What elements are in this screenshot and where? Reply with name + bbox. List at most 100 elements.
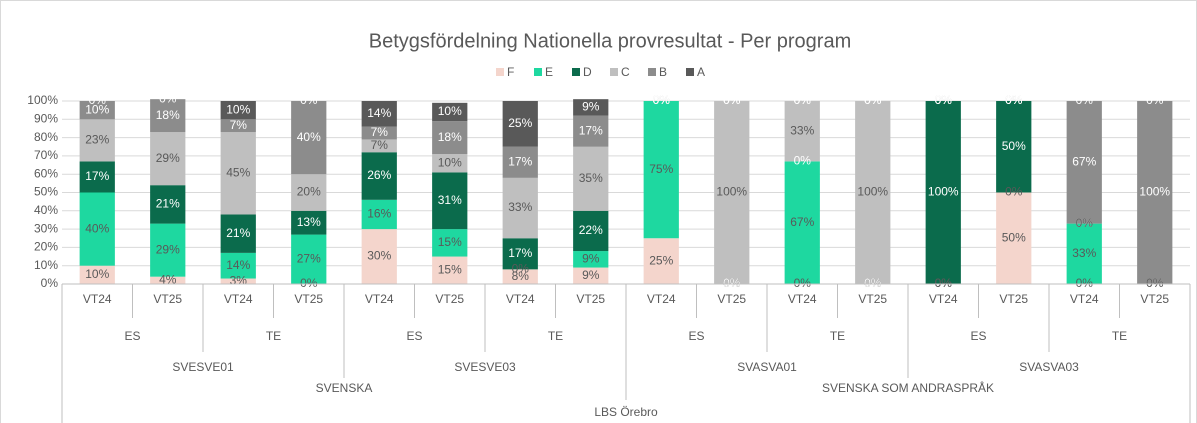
legend-label: F <box>507 65 514 79</box>
data-label: 8% <box>512 269 530 283</box>
data-label: 10% <box>85 267 109 281</box>
data-label: 0% <box>864 93 882 107</box>
bar-segment <box>432 229 468 257</box>
data-label: 0% <box>723 276 741 290</box>
bar-segment <box>502 238 538 270</box>
data-label: 0% <box>1005 93 1023 107</box>
bar-segment <box>502 146 538 178</box>
data-label: 50% <box>1002 139 1026 153</box>
category-group-label: TE <box>548 329 563 343</box>
bar-segment <box>714 101 750 284</box>
data-label: 7% <box>371 138 389 152</box>
legend-label: C <box>621 65 630 79</box>
legend-label: B <box>659 65 667 79</box>
data-label: 0% <box>653 93 671 107</box>
category-group-label: SVENSKA SOM ANDRASPRÅK <box>822 380 994 395</box>
data-label: 0% <box>1005 93 1023 107</box>
data-label: 7% <box>371 125 389 139</box>
category-group-label: SVENSKA <box>316 381 373 395</box>
bar-segment <box>79 161 115 193</box>
bar-segment <box>996 192 1032 284</box>
data-label: 0% <box>300 276 318 290</box>
data-label: 9% <box>582 251 600 265</box>
data-label: 21% <box>226 226 250 240</box>
data-label: 33% <box>508 200 532 214</box>
bar-segment <box>220 132 256 215</box>
data-label: 7% <box>230 118 248 132</box>
x-tick-label: VT24 <box>1070 292 1099 306</box>
data-label: 23% <box>85 133 109 147</box>
category-group-label: SVESVE01 <box>172 360 234 374</box>
y-tick-label: 60% <box>34 166 58 180</box>
bar-segment <box>79 101 115 120</box>
y-tick-label: 40% <box>34 203 58 217</box>
data-label: 0% <box>794 154 812 168</box>
bar-segment <box>502 177 538 239</box>
data-label: 4% <box>159 273 177 287</box>
bar-segment <box>573 210 609 252</box>
data-label: 10% <box>85 102 109 116</box>
data-label: 40% <box>297 130 321 144</box>
y-tick-label: 80% <box>34 130 58 144</box>
data-label: 0% <box>1146 276 1164 290</box>
bar-segment <box>855 101 891 284</box>
data-label: 26% <box>367 168 391 182</box>
category-group-label: SVASVA03 <box>1019 360 1079 374</box>
data-label: 13% <box>297 215 321 229</box>
data-label: 29% <box>156 151 180 165</box>
data-label: 0% <box>794 276 812 290</box>
data-label: 30% <box>367 249 391 263</box>
x-tick-label: VT24 <box>506 292 535 306</box>
bar-segment <box>291 210 327 235</box>
data-label: 0% <box>723 276 741 290</box>
bar-segment <box>573 267 609 284</box>
data-label: 0% <box>512 262 530 276</box>
bar-segment <box>291 174 327 211</box>
y-tick-label: 70% <box>34 148 58 162</box>
bar-segment <box>784 101 820 162</box>
bar-segment <box>79 265 115 284</box>
data-label: 27% <box>297 251 321 265</box>
legend-swatch <box>534 68 542 76</box>
data-label: 0% <box>794 93 812 107</box>
bar-segment <box>573 99 609 116</box>
data-label: 0% <box>1146 276 1164 290</box>
data-label: 0% <box>723 93 741 107</box>
data-label: 14% <box>367 106 391 120</box>
bar-segment <box>573 146 609 211</box>
data-label: 18% <box>156 108 180 122</box>
data-label: 17% <box>579 123 603 137</box>
data-label: 0% <box>89 93 107 107</box>
data-label: 29% <box>156 242 180 256</box>
legend-label: A <box>697 65 705 79</box>
bar-segment <box>79 192 115 266</box>
data-label: 14% <box>226 258 250 272</box>
data-label: 0% <box>864 276 882 290</box>
y-tick-label: 100% <box>27 93 58 107</box>
x-tick-label: VT24 <box>788 292 817 306</box>
data-label: 75% <box>649 162 673 176</box>
data-label: 0% <box>864 276 882 290</box>
bar-segment <box>573 115 609 147</box>
bar-segment <box>150 99 186 133</box>
chart-title: Betygsfördelning Nationella provresultat… <box>369 30 851 52</box>
x-tick-label: VT24 <box>929 292 958 306</box>
bar-segment <box>361 126 397 140</box>
data-label: 0% <box>935 93 953 107</box>
data-label: 40% <box>85 221 109 235</box>
x-tick-label: VT24 <box>365 292 394 306</box>
legend-swatch <box>686 68 694 76</box>
x-tick-label: VT24 <box>224 292 253 306</box>
y-tick-label: 20% <box>34 240 58 254</box>
data-label: 10% <box>438 155 462 169</box>
bar-segment <box>1066 101 1102 224</box>
data-label: 3% <box>230 273 248 287</box>
legend-swatch <box>648 68 656 76</box>
data-label: 50% <box>1002 230 1026 244</box>
x-tick-label: VT25 <box>153 292 182 306</box>
data-label: 0% <box>1076 276 1094 290</box>
category-group-label: ES <box>970 329 986 343</box>
bar-segment <box>432 256 468 284</box>
data-label: 45% <box>226 165 250 179</box>
